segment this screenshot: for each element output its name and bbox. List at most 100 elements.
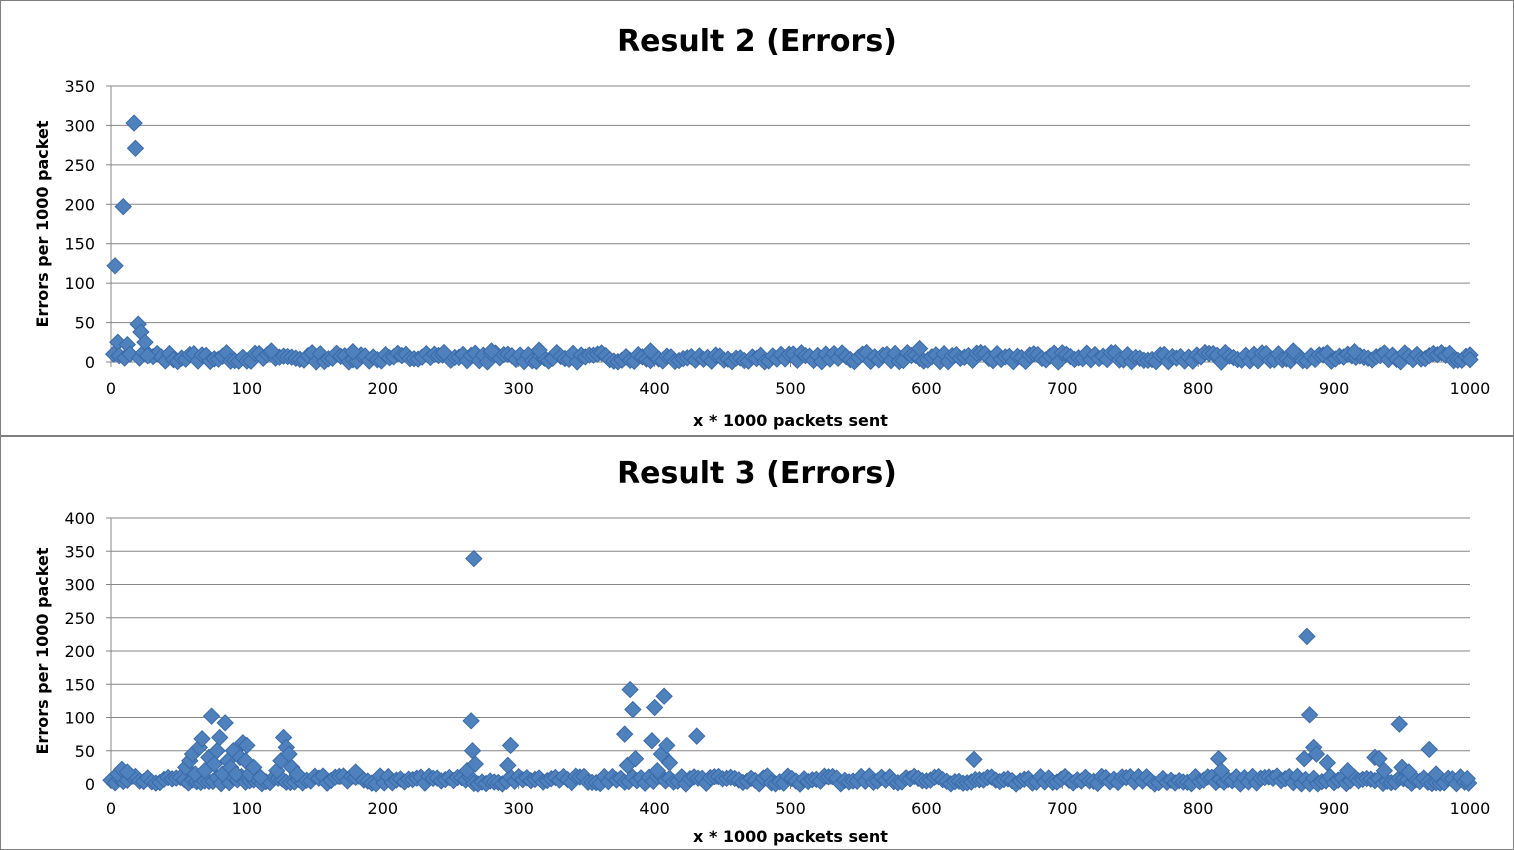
x-tick-label: 700 xyxy=(1047,379,1078,398)
data-point xyxy=(288,765,306,783)
x-tick-label: 100 xyxy=(232,379,263,398)
data-point xyxy=(641,342,660,360)
x-tick-label: 100 xyxy=(232,799,263,818)
chart-title: Result 2 (Errors) xyxy=(617,24,897,59)
data-point xyxy=(1458,769,1476,788)
x-axis-label: x * 1000 packets sent xyxy=(693,411,888,430)
data-point xyxy=(1300,706,1319,724)
data-point xyxy=(435,343,453,362)
data-point xyxy=(615,725,634,743)
y-tick-label: 300 xyxy=(64,576,95,595)
data-point xyxy=(1209,750,1228,768)
x-tick-label: 600 xyxy=(911,799,942,818)
x-tick-label: 200 xyxy=(368,799,399,818)
data-point xyxy=(466,755,484,773)
data-point xyxy=(530,341,548,359)
x-axis-label: x * 1000 packets sent xyxy=(693,827,888,846)
data-point xyxy=(1427,765,1445,783)
data-point xyxy=(643,732,661,750)
data-point xyxy=(138,346,157,365)
data-point xyxy=(1461,350,1479,369)
data-point xyxy=(655,687,673,705)
x-tick-label: 600 xyxy=(911,379,942,398)
y-tick-label: 350 xyxy=(64,77,95,96)
data-point xyxy=(1420,740,1438,759)
y-tick-label: 50 xyxy=(75,742,95,761)
y-tick-label: 200 xyxy=(64,642,95,661)
data-point xyxy=(344,343,362,361)
x-tick-label: 400 xyxy=(639,379,670,398)
data-point xyxy=(501,736,520,755)
y-tick-label: 250 xyxy=(64,156,95,175)
data-point xyxy=(658,736,676,755)
x-tick-label: 900 xyxy=(1319,379,1350,398)
data-point xyxy=(202,707,221,725)
y-tick-label: 250 xyxy=(64,609,95,628)
data-point xyxy=(1298,627,1316,646)
data-point xyxy=(118,763,137,781)
x-tick-label: 500 xyxy=(775,799,806,818)
data-point xyxy=(262,342,281,360)
x-tick-label: 800 xyxy=(1183,379,1214,398)
data-point xyxy=(216,714,234,732)
y-tick-label: 150 xyxy=(64,675,95,694)
data-point xyxy=(626,750,645,768)
x-tick-label: 500 xyxy=(775,379,806,398)
x-tick-label: 400 xyxy=(639,799,670,818)
x-tick-label: 1000 xyxy=(1450,799,1491,818)
x-tick-label: 700 xyxy=(1047,799,1078,818)
y-axis-label: Errors per 1000 packet xyxy=(33,120,52,327)
data-point xyxy=(346,763,365,781)
data-point xyxy=(125,114,143,132)
data-point xyxy=(1345,343,1364,361)
y-tick-label: 0 xyxy=(85,353,95,372)
data-point xyxy=(251,768,270,787)
x-tick-label: 800 xyxy=(1183,799,1214,818)
data-point xyxy=(624,700,642,719)
data-point xyxy=(1307,745,1326,763)
data-point xyxy=(462,712,480,730)
data-point xyxy=(244,758,263,777)
x-tick-label: 900 xyxy=(1319,799,1350,818)
data-point xyxy=(126,139,145,158)
data-point xyxy=(1375,761,1394,780)
series-markers xyxy=(102,549,1478,793)
x-tick-label: 0 xyxy=(106,379,116,398)
data-point xyxy=(482,342,501,360)
data-point xyxy=(621,680,639,699)
data-point xyxy=(660,754,679,772)
data-point xyxy=(193,730,211,748)
data-point xyxy=(645,698,664,717)
data-point xyxy=(114,197,132,216)
chart-result-2: Result 2 (Errors) 0 50 100 150 200 250 300 350 0 1… xyxy=(33,24,1491,430)
data-point xyxy=(205,755,223,773)
x-tick-label: 1000 xyxy=(1450,379,1491,398)
y-tick-label: 50 xyxy=(75,314,95,333)
data-point xyxy=(227,765,245,783)
data-point xyxy=(211,728,229,747)
chart-panel-result-2: Result 2 (Errors) 0 50 100 150 200 250 300 350 0 1… xyxy=(0,0,1514,436)
data-point xyxy=(1212,761,1231,780)
y-tick-label: 400 xyxy=(64,509,95,528)
chart-result-3: Result 3 (Errors) 0 50 100 150 200 250 300 350 40… xyxy=(33,456,1491,846)
data-point xyxy=(1370,750,1388,768)
chart-title: Result 3 (Errors) xyxy=(617,456,897,491)
data-point xyxy=(1390,715,1409,733)
y-axis-label: Errors per 1000 packet xyxy=(33,547,52,754)
data-point xyxy=(1338,761,1357,780)
data-point xyxy=(1318,754,1337,772)
y-tick-label: 0 xyxy=(85,775,95,794)
y-tick-label: 300 xyxy=(64,116,95,135)
data-point xyxy=(208,742,226,760)
x-tick-label: 0 xyxy=(106,799,116,818)
data-point xyxy=(1284,342,1303,360)
y-tick-label: 100 xyxy=(64,709,95,728)
data-point xyxy=(910,339,929,358)
y-tick-label: 100 xyxy=(64,274,95,293)
data-point xyxy=(688,727,706,745)
data-point xyxy=(499,756,517,775)
data-point xyxy=(106,257,124,275)
x-tick-label: 300 xyxy=(503,379,534,398)
data-point xyxy=(238,736,256,755)
y-tick-label: 150 xyxy=(64,235,95,254)
